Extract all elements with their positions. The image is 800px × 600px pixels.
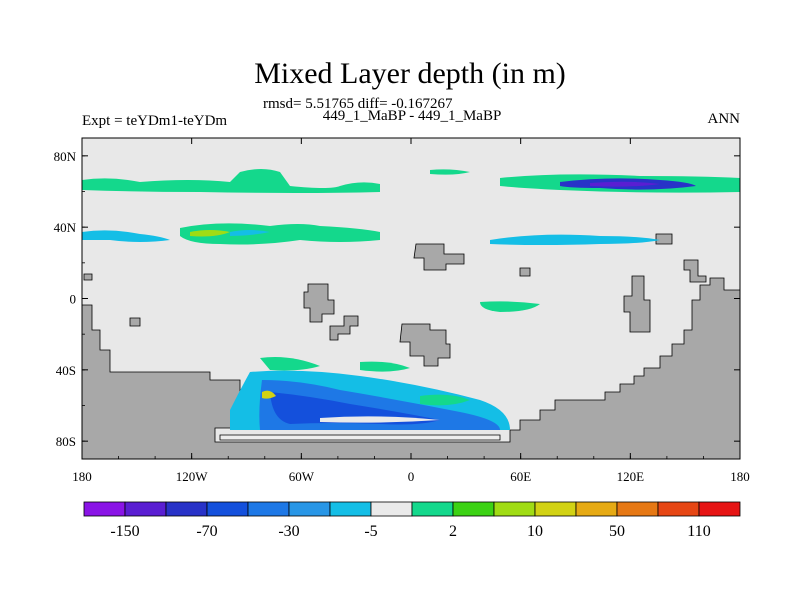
land-island-3	[329, 315, 359, 341]
stats-text: rmsd= 5.51765 diff= -0.167267	[263, 96, 453, 112]
land-island-7	[683, 259, 707, 283]
colorbar-label: -30	[278, 523, 299, 540]
land-island-1	[303, 283, 335, 323]
y-tick-label: 40N	[54, 220, 77, 235]
colorbar-label: -70	[196, 523, 217, 540]
colorbar-swatch	[534, 501, 577, 517]
region-mid-latitude-blue	[230, 230, 270, 236]
colorbar-swatch	[493, 501, 536, 517]
colorbar-label: -150	[110, 523, 139, 540]
region-mid-latitude-band	[180, 223, 380, 245]
colorbar-swatch	[247, 501, 290, 517]
subtitle-right: ANN	[708, 111, 741, 127]
land-island-6	[623, 275, 651, 333]
plot-area	[82, 138, 740, 459]
colorbar-swatch	[124, 501, 167, 517]
region-mid-latitude-yellow	[190, 230, 230, 237]
colorbar-swatch	[616, 501, 659, 517]
region-north-atlantic-blue	[82, 230, 170, 242]
colorbar-swatch	[452, 501, 495, 517]
region-southern-ocean-white	[320, 416, 440, 423]
region-southern-ocean-green-1	[260, 357, 320, 371]
colorbar-swatch	[698, 501, 741, 517]
colorbar-label: 110	[687, 523, 710, 540]
y-tick-label: 0	[70, 292, 77, 307]
colorbar-label: -5	[364, 523, 377, 540]
y-tick-label: 80N	[54, 149, 77, 164]
region-north-sea-green	[430, 169, 470, 175]
colorbar-swatch	[329, 501, 372, 517]
x-tick-label: 180	[72, 469, 92, 484]
y-axis: 80N 40N 0 40S 80S	[54, 149, 740, 449]
anomaly-regions	[82, 169, 740, 430]
land-antarctica-inner-edge	[219, 434, 501, 441]
region-southern-ocean-green-2	[360, 361, 410, 372]
colorbar-swatch	[411, 501, 454, 517]
region-east-pacific-blue	[490, 234, 660, 245]
chart-title: Mixed Layer depth (in m)	[254, 57, 566, 90]
y-tick-label: 80S	[56, 434, 76, 449]
colorbar-label: 2	[449, 523, 457, 540]
x-tick-label: 120W	[176, 469, 209, 484]
subtitle-left: Expt = teYDm1-teYDm	[82, 113, 227, 129]
region-southern-ocean-yellow	[262, 390, 276, 399]
region-tropical-green	[480, 301, 540, 312]
colorbar-label: 10	[527, 523, 543, 540]
x-axis: 180 120W 60W 0 60E 120E 180	[72, 138, 750, 484]
colorbar-swatch	[165, 501, 208, 517]
land-island-11	[519, 267, 531, 277]
colorbar-swatch	[288, 501, 331, 517]
colorbar: -150 -70 -30 -5 2 10 50 110	[83, 501, 741, 540]
x-tick-label: 0	[408, 469, 415, 484]
colorbar-swatch	[206, 501, 249, 517]
x-tick-label: 60W	[289, 469, 315, 484]
region-southern-ocean-deep	[270, 392, 440, 425]
land-island-2	[399, 323, 451, 367]
region-north-pacific-core	[590, 181, 660, 187]
land-south-america-antarctica	[82, 277, 740, 459]
land-island-4	[413, 243, 465, 271]
subtitle-center: 449_1_MaBP - 449_1_MaBP	[323, 108, 502, 124]
colorbar-label: 50	[609, 523, 625, 540]
x-tick-label: 60E	[510, 469, 531, 484]
colorbar-swatch	[83, 501, 126, 517]
colorbar-swatch	[657, 501, 700, 517]
land-island-10	[83, 273, 93, 281]
land-island-9	[129, 317, 141, 327]
land-island-5	[655, 233, 673, 245]
x-tick-label: 120E	[617, 469, 645, 484]
colorbar-swatch	[575, 501, 618, 517]
colorbar-swatch	[370, 501, 413, 517]
x-tick-label: 180	[730, 469, 750, 484]
region-southern-ocean-green-3	[420, 394, 470, 406]
region-north-subpolar-band	[82, 169, 380, 193]
y-tick-label: 40S	[56, 363, 76, 378]
